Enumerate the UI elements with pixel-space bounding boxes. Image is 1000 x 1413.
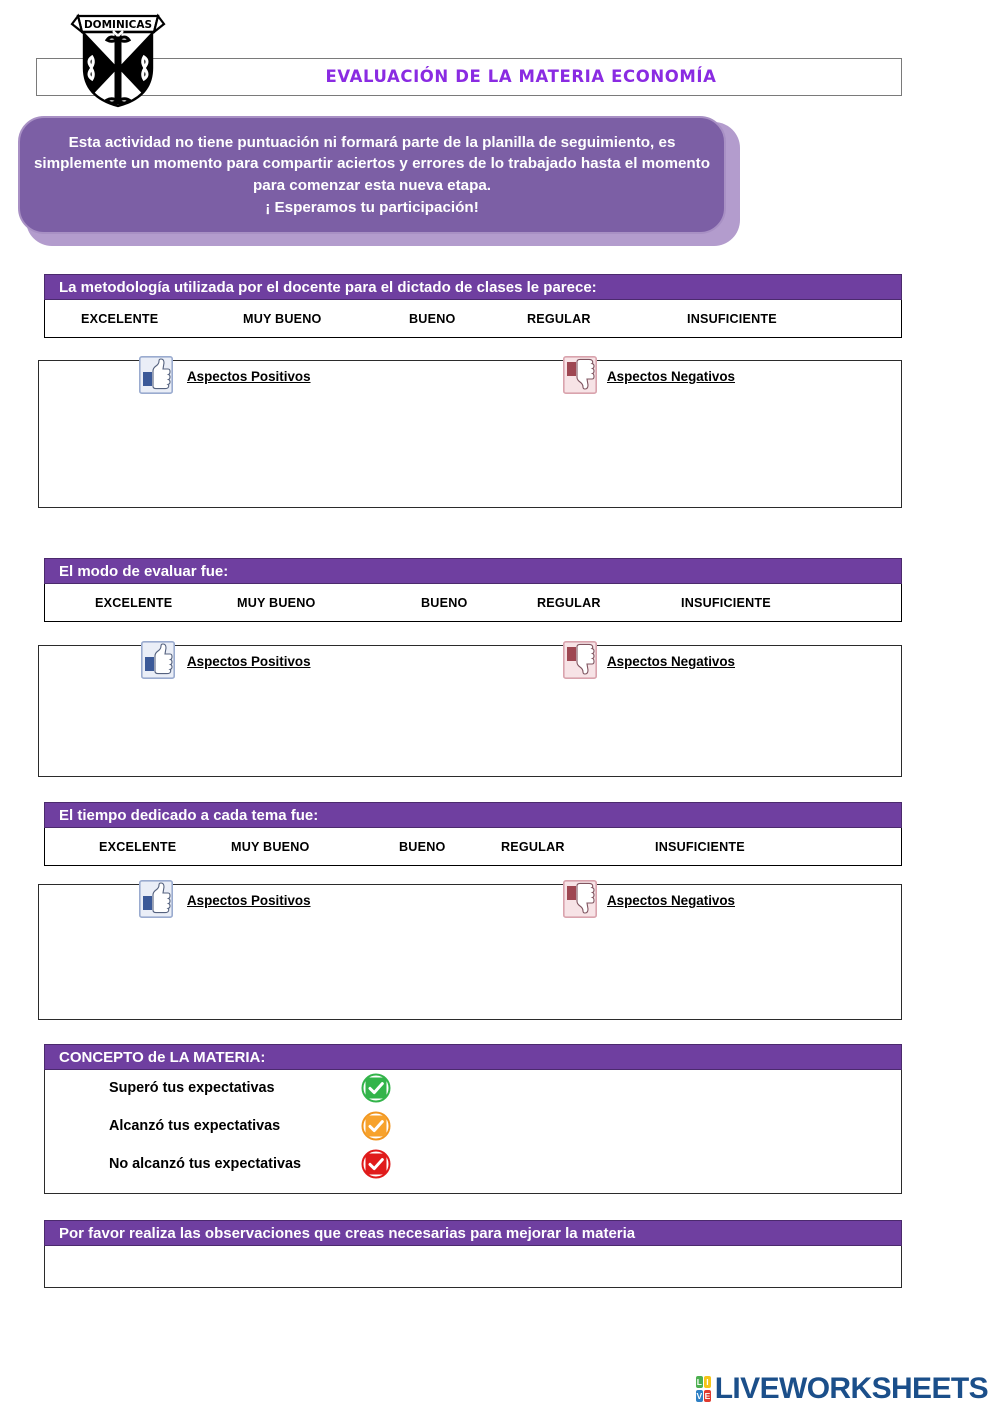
- aspectos-negativos-label: Aspectos Negativos: [607, 369, 735, 384]
- answer-box-2[interactable]: Aspectos Positivos Aspectos Negativos: [38, 641, 902, 777]
- rating-row-1: EXCELENTE MUY BUENO BUENO REGULAR INSUFI…: [44, 300, 902, 338]
- rating-option-insuficiente[interactable]: INSUFICIENTE: [655, 839, 745, 854]
- thumbs-up-icon: [139, 880, 173, 918]
- thumbs-down-icon: [563, 356, 597, 394]
- check-orange-icon[interactable]: [361, 1111, 391, 1141]
- aspectos-negativos-label: Aspectos Negativos: [607, 893, 735, 908]
- answer-box-1[interactable]: Aspectos Positivos Aspectos Negativos: [38, 356, 902, 508]
- rating-option-bueno[interactable]: BUENO: [409, 311, 456, 326]
- section-title-2: El modo de evaluar fue:: [59, 562, 229, 580]
- rating-option-regular[interactable]: REGULAR: [527, 311, 591, 326]
- answer-box-3[interactable]: Aspectos Positivos Aspectos Negativos: [38, 880, 902, 1020]
- section-header-2: El modo de evaluar fue:: [44, 558, 902, 584]
- lw-tile-e: E: [704, 1389, 711, 1402]
- section-header-1: La metodología utilizada por el docente …: [44, 274, 902, 300]
- rating-option-excelente[interactable]: EXCELENTE: [99, 839, 177, 854]
- liveworksheets-tiles-icon: L I V E: [696, 1376, 711, 1402]
- aspectos-positivos-label: Aspectos Positivos: [187, 369, 311, 384]
- concept-option-alcanzo-label: Alcanzó tus expectativas: [109, 1118, 281, 1134]
- rating-option-regular[interactable]: REGULAR: [537, 595, 601, 610]
- rating-option-bueno[interactable]: BUENO: [399, 839, 446, 854]
- rating-option-muy-bueno[interactable]: MUY BUENO: [237, 595, 316, 610]
- rating-option-insuficiente[interactable]: INSUFICIENTE: [681, 595, 771, 610]
- rating-option-excelente[interactable]: EXCELENTE: [95, 595, 173, 610]
- lw-tile-i: I: [704, 1376, 711, 1389]
- dominican-crest-icon: DOMINICAS: [70, 13, 166, 108]
- title-inner-box: [140, 58, 902, 96]
- section-header-3: El tiempo dedicado a cada tema fue:: [44, 802, 902, 828]
- crest-motto-text: DOMINICAS: [84, 19, 152, 31]
- thumbs-up-icon: [141, 641, 175, 679]
- rating-option-muy-bueno[interactable]: MUY BUENO: [243, 311, 322, 326]
- lw-tile-l: L: [696, 1376, 703, 1389]
- check-green-icon[interactable]: [361, 1073, 391, 1103]
- thumbs-down-icon: [563, 641, 597, 679]
- rating-option-bueno[interactable]: BUENO: [421, 595, 468, 610]
- aspectos-negativos-label: Aspectos Negativos: [607, 654, 735, 669]
- concept-option-supero-label: Superó tus expectativas: [109, 1080, 275, 1096]
- observations-header: Por favor realiza las observaciones que …: [44, 1220, 902, 1246]
- aspectos-positivos-label: Aspectos Positivos: [187, 893, 311, 908]
- rating-option-regular[interactable]: REGULAR: [501, 839, 565, 854]
- page-title: EVALUACIÓN DE LA MATERIA ECONOMÍA: [325, 67, 717, 86]
- aspectos-positivos-label: Aspectos Positivos: [187, 654, 311, 669]
- thumbs-down-icon: [563, 880, 597, 918]
- rating-option-excelente[interactable]: EXCELENTE: [81, 311, 159, 326]
- page-header: DOMINICAS EVALUA: [0, 0, 1000, 112]
- section-title-1: La metodología utilizada por el docente …: [59, 278, 597, 296]
- liveworksheets-wordmark: LIVEWORKSHEETS: [714, 1372, 989, 1405]
- observations-title: Por favor realiza las observaciones que …: [59, 1224, 636, 1242]
- rating-row-3: EXCELENTE MUY BUENO BUENO REGULAR INSUFI…: [44, 828, 902, 866]
- lw-tile-v: V: [696, 1389, 703, 1402]
- concept-box: Superó tus expectativas Alcanzó tus expe…: [44, 1070, 902, 1194]
- intro-callout: Esta actividad no tiene puntuación ni fo…: [18, 116, 740, 246]
- section-title-3: El tiempo dedicado a cada tema fue:: [59, 806, 319, 824]
- concept-title: CONCEPTO de LA MATERIA:: [59, 1048, 266, 1066]
- thumbs-up-icon: [139, 356, 173, 394]
- rating-option-insuficiente[interactable]: INSUFICIENTE: [687, 311, 777, 326]
- rating-row-2: EXCELENTE MUY BUENO BUENO REGULAR INSUFI…: [44, 584, 902, 622]
- observations-input[interactable]: [44, 1246, 902, 1288]
- concept-header: CONCEPTO de LA MATERIA:: [44, 1044, 902, 1070]
- liveworksheets-logo: L I V E LIVEWORKSHEETS: [696, 1372, 989, 1406]
- callout-text: Esta actividad no tiene puntuación ni fo…: [33, 133, 711, 216]
- check-red-icon[interactable]: [361, 1149, 391, 1179]
- concept-option-no-alcanzo-label: No alcanzó tus expectativas: [109, 1156, 301, 1172]
- rating-option-muy-bueno[interactable]: MUY BUENO: [231, 839, 310, 854]
